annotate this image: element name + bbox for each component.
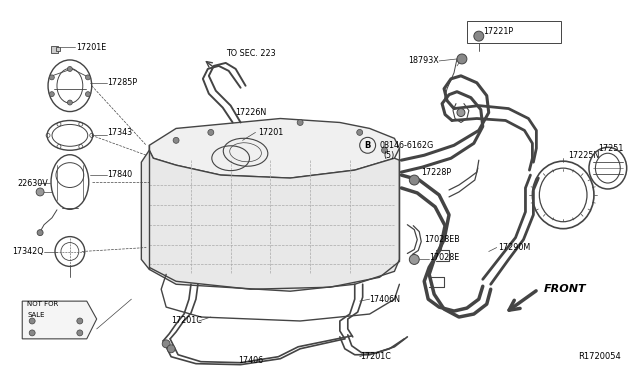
Circle shape <box>356 129 363 135</box>
Circle shape <box>67 67 72 71</box>
Circle shape <box>167 345 175 353</box>
Text: 17228P: 17228P <box>421 168 451 177</box>
Text: FRONT: FRONT <box>543 284 586 294</box>
Text: (5): (5) <box>383 151 395 160</box>
Circle shape <box>77 318 83 324</box>
Circle shape <box>37 230 43 235</box>
Text: 17201E: 17201E <box>76 42 106 52</box>
Text: 17406N: 17406N <box>370 295 401 304</box>
Circle shape <box>36 188 44 196</box>
Text: 17028E: 17028E <box>429 253 460 262</box>
Text: 18793X: 18793X <box>408 57 439 65</box>
Text: 17201: 17201 <box>259 128 284 137</box>
Text: 17201C: 17201C <box>171 317 202 326</box>
Text: 17285P: 17285P <box>108 78 138 87</box>
Polygon shape <box>149 119 399 178</box>
Text: 17290M: 17290M <box>499 243 531 252</box>
Circle shape <box>86 92 90 97</box>
Circle shape <box>173 137 179 143</box>
Circle shape <box>474 31 484 41</box>
Text: 17343: 17343 <box>108 128 132 137</box>
Circle shape <box>29 330 35 336</box>
Text: 17225N: 17225N <box>568 151 600 160</box>
Text: 17342Q: 17342Q <box>12 247 44 256</box>
Circle shape <box>457 109 465 116</box>
Text: 17840: 17840 <box>108 170 132 179</box>
Text: TO SEC. 223: TO SEC. 223 <box>226 48 275 58</box>
Polygon shape <box>141 150 399 291</box>
Text: 17221P: 17221P <box>484 27 514 36</box>
Polygon shape <box>22 301 97 339</box>
FancyBboxPatch shape <box>467 21 561 43</box>
Circle shape <box>410 175 419 185</box>
Text: B: B <box>364 141 371 150</box>
Text: NOT FOR: NOT FOR <box>28 301 58 307</box>
Text: 17201C: 17201C <box>360 352 390 361</box>
Circle shape <box>410 254 419 264</box>
FancyBboxPatch shape <box>51 46 58 53</box>
Circle shape <box>208 129 214 135</box>
Text: 17028EB: 17028EB <box>424 235 460 244</box>
Text: R1720054: R1720054 <box>578 352 621 361</box>
Text: 08146-6162G: 08146-6162G <box>380 141 434 150</box>
Text: 17226N: 17226N <box>236 108 267 117</box>
Text: 22630V: 22630V <box>17 179 48 187</box>
Circle shape <box>381 147 387 153</box>
Circle shape <box>29 318 35 324</box>
Circle shape <box>162 340 170 348</box>
FancyBboxPatch shape <box>56 47 60 51</box>
Circle shape <box>86 75 90 80</box>
Text: 17251: 17251 <box>598 144 623 153</box>
Circle shape <box>49 75 54 80</box>
Circle shape <box>49 92 54 97</box>
Circle shape <box>77 330 83 336</box>
Text: SALE: SALE <box>28 312 45 318</box>
Circle shape <box>297 119 303 125</box>
Text: 17406: 17406 <box>238 356 263 365</box>
Circle shape <box>457 54 467 64</box>
Circle shape <box>67 100 72 105</box>
